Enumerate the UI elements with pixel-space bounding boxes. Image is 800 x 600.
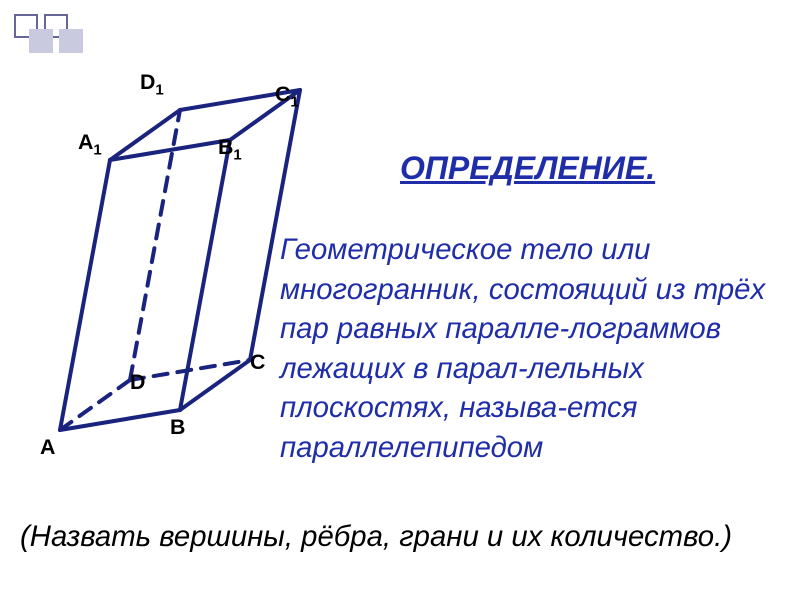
label-D1: D1 <box>140 70 164 98</box>
definition-heading: ОПРЕДЕЛЕНИЕ. <box>400 150 655 187</box>
label-D: D <box>130 370 145 395</box>
label-C: C <box>250 350 265 375</box>
edge-AA1 <box>60 160 110 430</box>
label-B1: B1 <box>218 135 242 163</box>
label-A: A <box>40 435 55 460</box>
label-A1: A1 <box>78 130 102 158</box>
label-B: B <box>170 415 185 440</box>
definition-text: Геометрическое тело или многогранник, со… <box>280 230 780 467</box>
label-C1: C1 <box>275 82 299 110</box>
edge-AB <box>60 410 180 430</box>
task-text: (Назвать вершины, рёбра, грани и их коли… <box>20 520 732 554</box>
